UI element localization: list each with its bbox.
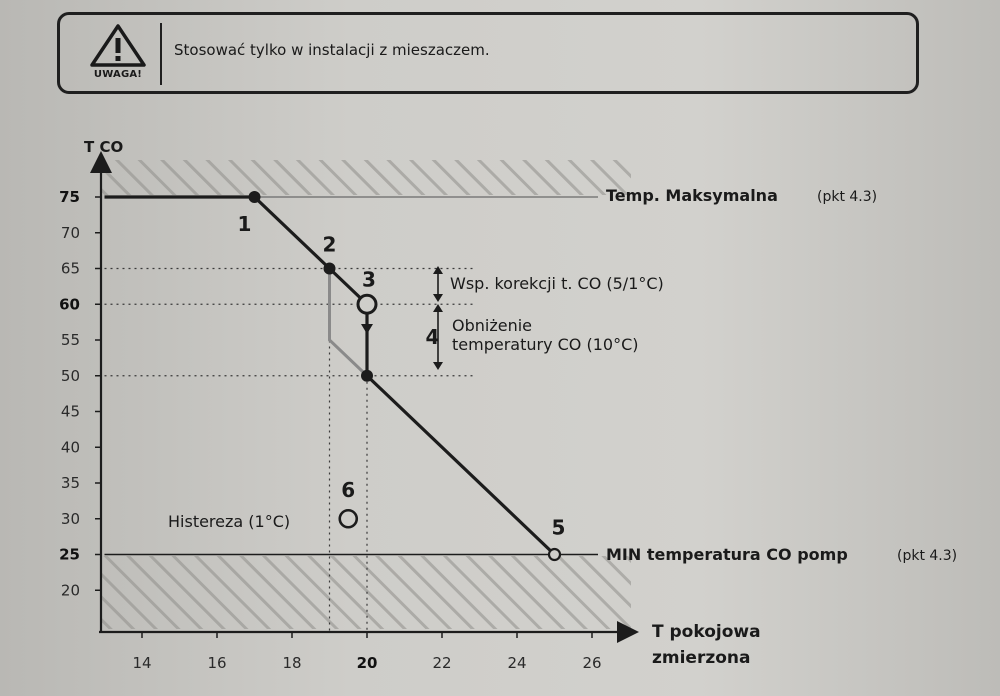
y-tick-label: 75 <box>59 188 80 206</box>
warning-triangle-icon: UWAGA! <box>86 23 150 89</box>
hatch-above-max <box>101 160 631 195</box>
reduction-label-line2: temperatury CO (10°C) <box>452 335 639 354</box>
x-axis-title-line1: T pokojowa <box>652 622 761 642</box>
min-temp-label: MIN temperatura CO pomp <box>606 545 848 564</box>
y-tick-label: 30 <box>61 510 80 528</box>
max-temp-label: Temp. Maksymalna <box>606 186 778 205</box>
x-tick-label: 18 <box>282 654 301 672</box>
y-tick-label: 20 <box>61 581 80 599</box>
point-labels: 1 2 3 4 5 6 <box>238 212 566 540</box>
x-tick-label: 20 <box>357 654 378 672</box>
curve-markers <box>248 191 562 562</box>
correction-label: Wsp. korekcji t. CO (5/1°C) <box>450 274 664 293</box>
y-axis-title: T CO <box>84 138 123 156</box>
hatch-below-min <box>101 556 631 629</box>
y-tick-label: 45 <box>61 403 80 421</box>
warning-text: Stosować tylko w instalacji z mieszaczem… <box>174 41 490 59</box>
main-heating-curve <box>104 195 556 556</box>
hysteresis-label: Histereza (1°C) <box>168 512 290 531</box>
hysteresis-curve <box>328 268 369 377</box>
point-label-5: 5 <box>552 516 566 540</box>
y-tick-label: 35 <box>61 474 80 492</box>
point-1-marker <box>248 191 261 203</box>
y-tick-label: 65 <box>61 260 80 278</box>
y-ticks: 20 25 30 35 40 45 50 55 60 65 70 75 <box>59 188 101 599</box>
warning-divider <box>160 23 162 85</box>
warning-box: UWAGA! Stosować tylko w instalacji z mie… <box>57 12 919 94</box>
x-tick-label: 14 <box>132 654 151 672</box>
point-label-2: 2 <box>323 233 337 257</box>
x-axis-title-line2: zmierzona <box>652 648 751 668</box>
correction-arrow <box>433 266 443 302</box>
point-label-6: 6 <box>341 478 355 502</box>
point-2-marker <box>323 262 336 275</box>
drop-arrow <box>361 324 373 334</box>
y-tick-label: 50 <box>61 367 80 385</box>
point-50-marker <box>361 369 373 382</box>
x-tick-label: 22 <box>432 654 451 672</box>
point-3-marker <box>356 293 378 315</box>
point-6-marker <box>338 508 359 529</box>
y-tick-label: 70 <box>61 224 80 242</box>
reduction-arrow <box>433 304 443 370</box>
point-5-marker <box>547 547 562 562</box>
max-temp-ref: (pkt 4.3) <box>817 189 877 205</box>
x-tick-label: 16 <box>207 654 226 672</box>
y-tick-label: 55 <box>61 331 80 349</box>
point-label-3: 3 <box>362 267 376 291</box>
warning-label: UWAGA! <box>93 69 143 80</box>
y-tick-label: 60 <box>59 295 80 313</box>
point-label-4: 4 <box>426 325 440 349</box>
reduction-label-line1: Obniżenie <box>452 316 532 335</box>
point-label-1: 1 <box>238 212 252 236</box>
y-tick-label: 25 <box>59 546 80 564</box>
x-tick-label: 26 <box>582 654 601 672</box>
x-tick-label: 24 <box>507 654 526 672</box>
min-temp-ref: (pkt 4.3) <box>897 548 957 564</box>
y-tick-label: 40 <box>61 438 80 456</box>
x-ticks: 14 16 18 20 22 24 26 <box>132 632 602 672</box>
